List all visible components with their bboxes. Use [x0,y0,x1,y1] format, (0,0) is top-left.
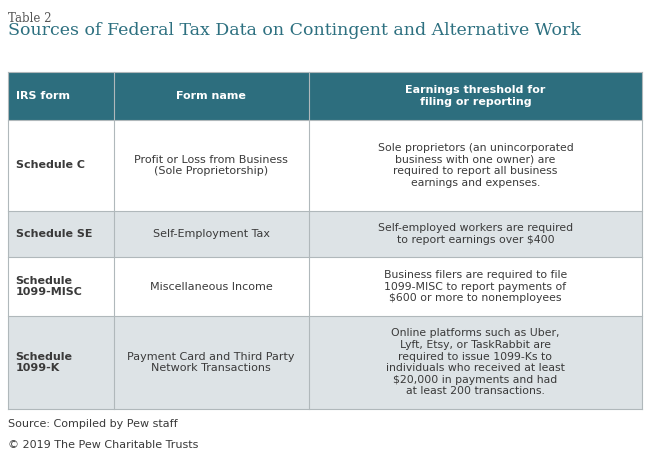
Bar [309,257,642,316]
Text: Schedule SE: Schedule SE [16,229,92,239]
Text: Sole proprietors (an unincorporated
business with one owner) are
required to rep: Sole proprietors (an unincorporated busi… [378,143,573,188]
Text: Payment Card and Third Party
Network Transactions: Payment Card and Third Party Network Tra… [127,352,295,373]
Bar [114,316,309,409]
Bar [309,72,642,120]
Bar [8,316,114,409]
Text: Schedule C: Schedule C [16,160,84,170]
Text: Schedule
1099-MISC: Schedule 1099-MISC [16,276,83,298]
Text: Earnings threshold for
filing or reporting: Earnings threshold for filing or reporti… [406,85,545,107]
Bar [8,72,114,120]
Text: Self-employed workers are required
to report earnings over $400: Self-employed workers are required to re… [378,223,573,245]
Bar [114,72,309,120]
Text: Self-Employment Tax: Self-Employment Tax [153,229,270,239]
Bar [114,257,309,316]
Text: Business filers are required to file
1099-MISC to report payments of
$600 or mor: Business filers are required to file 109… [384,270,567,303]
Text: Source: Compiled by Pew staff: Source: Compiled by Pew staff [8,419,177,430]
Text: Profit or Loss from Business
(Sole Proprietorship): Profit or Loss from Business (Sole Propr… [135,155,288,176]
Bar [8,257,114,316]
Text: Miscellaneous Income: Miscellaneous Income [150,281,272,292]
Text: Sources of Federal Tax Data on Contingent and Alternative Work: Sources of Federal Tax Data on Contingen… [8,22,580,39]
Text: © 2019 The Pew Charitable Trusts: © 2019 The Pew Charitable Trusts [8,440,198,450]
Text: Form name: Form name [176,91,246,101]
Bar [309,120,642,211]
Bar [114,211,309,257]
Text: Table 2: Table 2 [8,12,51,24]
Text: Schedule
1099-K: Schedule 1099-K [16,352,73,373]
Bar [8,120,114,211]
Bar [8,211,114,257]
Bar [309,316,642,409]
Text: Online platforms such as Uber,
Lyft, Etsy, or TaskRabbit are
required to issue 1: Online platforms such as Uber, Lyft, Ets… [386,328,565,396]
Bar [309,211,642,257]
Bar [114,120,309,211]
Text: IRS form: IRS form [16,91,70,101]
